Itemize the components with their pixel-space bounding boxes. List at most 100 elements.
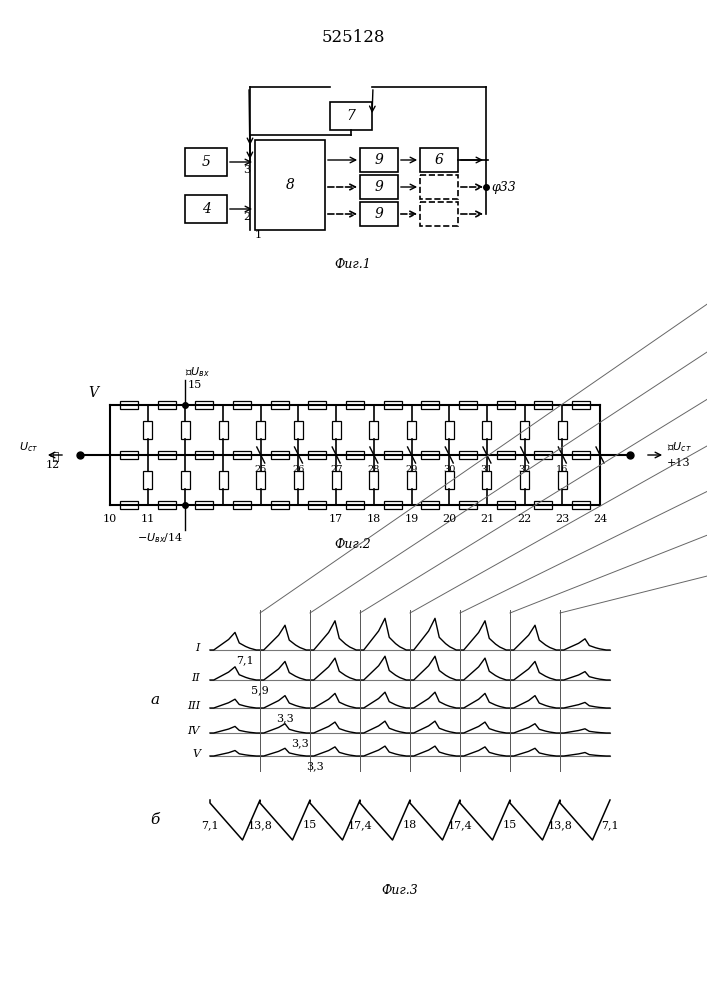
Bar [572, 451, 590, 459]
Bar [255, 140, 325, 230]
Text: 10: 10 [103, 514, 117, 524]
Text: IV: IV [187, 726, 200, 736]
Text: $-U_{вх}$∕14: $-U_{вх}$∕14 [137, 531, 183, 545]
Text: 8: 8 [286, 178, 294, 192]
Text: 3: 3 [243, 165, 250, 175]
Text: 24: 24 [593, 514, 607, 524]
Text: 15: 15 [187, 380, 201, 390]
Text: б: б [151, 813, 160, 827]
Text: 3,3: 3,3 [291, 738, 309, 748]
Bar [346, 501, 364, 509]
Text: 31: 31 [481, 464, 493, 474]
Bar [384, 451, 402, 459]
Bar [195, 451, 214, 459]
Text: 7,1: 7,1 [601, 820, 619, 830]
Text: 9: 9 [375, 153, 383, 167]
Text: 29: 29 [405, 464, 418, 474]
Bar [144, 471, 152, 489]
Bar [558, 471, 567, 489]
Bar [218, 471, 228, 489]
Text: 12: 12 [46, 460, 60, 470]
Text: 3,3: 3,3 [276, 713, 294, 723]
Bar [233, 401, 251, 409]
Bar [294, 421, 303, 439]
Text: 1: 1 [255, 230, 262, 240]
Bar [185, 148, 227, 176]
Text: 7: 7 [346, 109, 356, 123]
Bar [185, 195, 227, 223]
Bar [534, 401, 552, 409]
Text: +13: +13 [667, 458, 691, 468]
Text: 21: 21 [480, 514, 494, 524]
Bar [181, 421, 190, 439]
Text: 15: 15 [503, 820, 517, 830]
Text: 11: 11 [141, 514, 155, 524]
Text: I: I [196, 643, 200, 653]
Bar [256, 421, 265, 439]
Text: 15: 15 [303, 820, 317, 830]
Bar [158, 401, 175, 409]
Bar [271, 501, 288, 509]
Bar [572, 401, 590, 409]
Text: 5,9: 5,9 [251, 685, 269, 695]
Bar [482, 471, 491, 489]
Text: 5: 5 [201, 155, 211, 169]
Text: 3,3: 3,3 [306, 761, 324, 771]
Bar [346, 401, 364, 409]
Bar [120, 501, 138, 509]
Bar [195, 501, 214, 509]
Text: III: III [187, 701, 200, 711]
Bar [497, 401, 515, 409]
Bar [181, 471, 190, 489]
Bar [308, 401, 327, 409]
Bar [120, 401, 138, 409]
Bar [271, 451, 288, 459]
Bar [144, 421, 152, 439]
Bar [534, 501, 552, 509]
Bar [308, 501, 327, 509]
Bar [332, 421, 341, 439]
Bar [233, 451, 251, 459]
Bar [195, 401, 214, 409]
Text: 13,8: 13,8 [547, 820, 573, 830]
Text: 17,4: 17,4 [448, 820, 472, 830]
Bar [421, 501, 439, 509]
Text: 22: 22 [518, 514, 532, 524]
Text: 19: 19 [404, 514, 419, 524]
Bar [459, 401, 477, 409]
Bar [520, 421, 529, 439]
Text: 9: 9 [375, 207, 383, 221]
Bar [459, 451, 477, 459]
Bar [420, 175, 458, 199]
Bar [520, 471, 529, 489]
Text: 27: 27 [330, 464, 342, 474]
Text: ∅$U_{ст}$: ∅$U_{ст}$ [667, 440, 692, 454]
Text: a: a [151, 693, 160, 707]
Bar [407, 421, 416, 439]
Bar [346, 451, 364, 459]
Text: -∅: -∅ [49, 452, 60, 462]
Bar [384, 401, 402, 409]
Text: ∅$U_{вх}$: ∅$U_{вх}$ [185, 365, 211, 379]
Bar [572, 501, 590, 509]
Text: 28: 28 [368, 464, 380, 474]
Text: 7,1: 7,1 [236, 655, 254, 665]
Bar [308, 451, 327, 459]
Text: 32: 32 [518, 464, 531, 474]
Bar [271, 401, 288, 409]
Text: V: V [88, 386, 98, 400]
Bar [294, 471, 303, 489]
Text: 18: 18 [403, 820, 417, 830]
Text: 13,8: 13,8 [247, 820, 272, 830]
Bar [421, 451, 439, 459]
Bar [233, 501, 251, 509]
Bar [369, 421, 378, 439]
Text: Фиг.1: Фиг.1 [334, 258, 371, 271]
Bar [445, 421, 454, 439]
Bar [459, 501, 477, 509]
Text: 26: 26 [292, 464, 305, 474]
Bar [369, 471, 378, 489]
Text: Фиг.3: Фиг.3 [382, 884, 419, 896]
Text: 525128: 525128 [321, 29, 385, 46]
Text: 6: 6 [435, 153, 443, 167]
